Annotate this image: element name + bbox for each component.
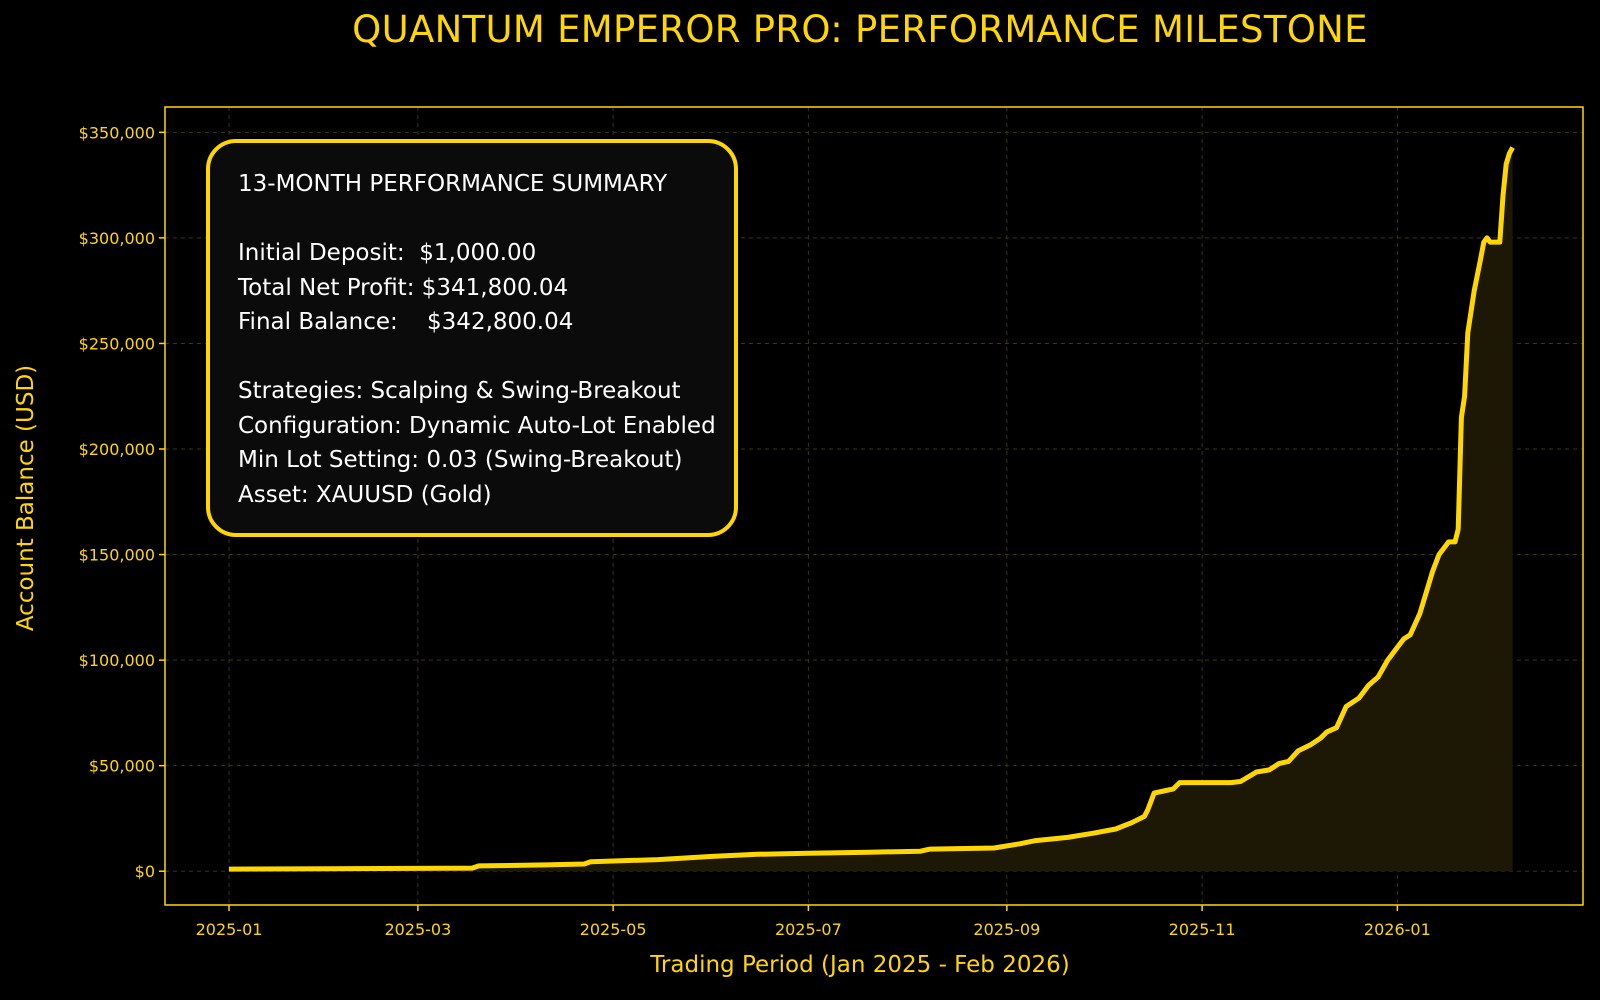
summary-asset: Asset: XAUUSD (Gold) — [238, 481, 492, 508]
x-tick-label: 2025-05 — [580, 920, 647, 939]
x-axis-label: Trading Period (Jan 2025 - Feb 2026) — [650, 952, 1070, 978]
y-tick-label: $150,000 — [79, 546, 155, 565]
x-tick-label: 2025-09 — [973, 920, 1040, 939]
y-axis: $0 $50,000 $100,000 $150,000 $200,000 $250,00… — [79, 123, 165, 881]
y-tick-label: $300,000 — [79, 229, 155, 248]
summary-heading: 13-MONTH PERFORMANCE SUMMARY — [238, 171, 668, 197]
summary-initial-deposit: Initial Deposit: $1,000.00 — [238, 240, 537, 266]
x-tick-label: 2025-03 — [384, 920, 451, 939]
balance-area-fill — [229, 147, 1513, 872]
balance-line — [228, 146, 1515, 872]
y-tick-label: $100,000 — [79, 651, 155, 670]
summary-spacer — [238, 202, 734, 237]
y-tick-label: $350,000 — [79, 123, 155, 142]
summary-configuration: Configuration: Dynamic Auto-Lot Enabled — [238, 412, 716, 439]
y-tick-label: $250,000 — [79, 334, 155, 353]
chart-title: QUANTUM EMPEROR PRO: PERFORMANCE MILESTO… — [352, 8, 1368, 51]
summary-spacer — [238, 340, 734, 375]
y-tick-label: $0 — [135, 862, 155, 881]
plot-frame — [164, 106, 1584, 906]
x-tick-label: 2025-01 — [196, 920, 263, 939]
y-tick-label: $50,000 — [89, 757, 155, 776]
summary-min-lot: Min Lot Setting: 0.03 (Swing-Breakout) — [238, 447, 683, 473]
x-axis: 2025-01 2025-03 2025-05 2025-07 2025-09 2025-… — [196, 905, 1431, 939]
x-tick-label: 2025-07 — [775, 920, 842, 939]
x-tick-label: 2026-01 — [1364, 920, 1431, 939]
y-tick-label: $200,000 — [79, 440, 155, 459]
summary-strategies: Strategies: Scalping & Swing-Breakout — [238, 378, 681, 404]
y-axis-label: Account Balance (USD) — [13, 364, 39, 632]
summary-total-net-profit: Total Net Profit: $341,800.04 — [238, 274, 569, 301]
summary-final-balance: Final Balance: $342,800.04 — [238, 309, 574, 335]
x-tick-label: 2025-11 — [1169, 920, 1236, 939]
performance-summary-box: 13-MONTH PERFORMANCE SUMMARY Initial Dep… — [206, 139, 738, 537]
